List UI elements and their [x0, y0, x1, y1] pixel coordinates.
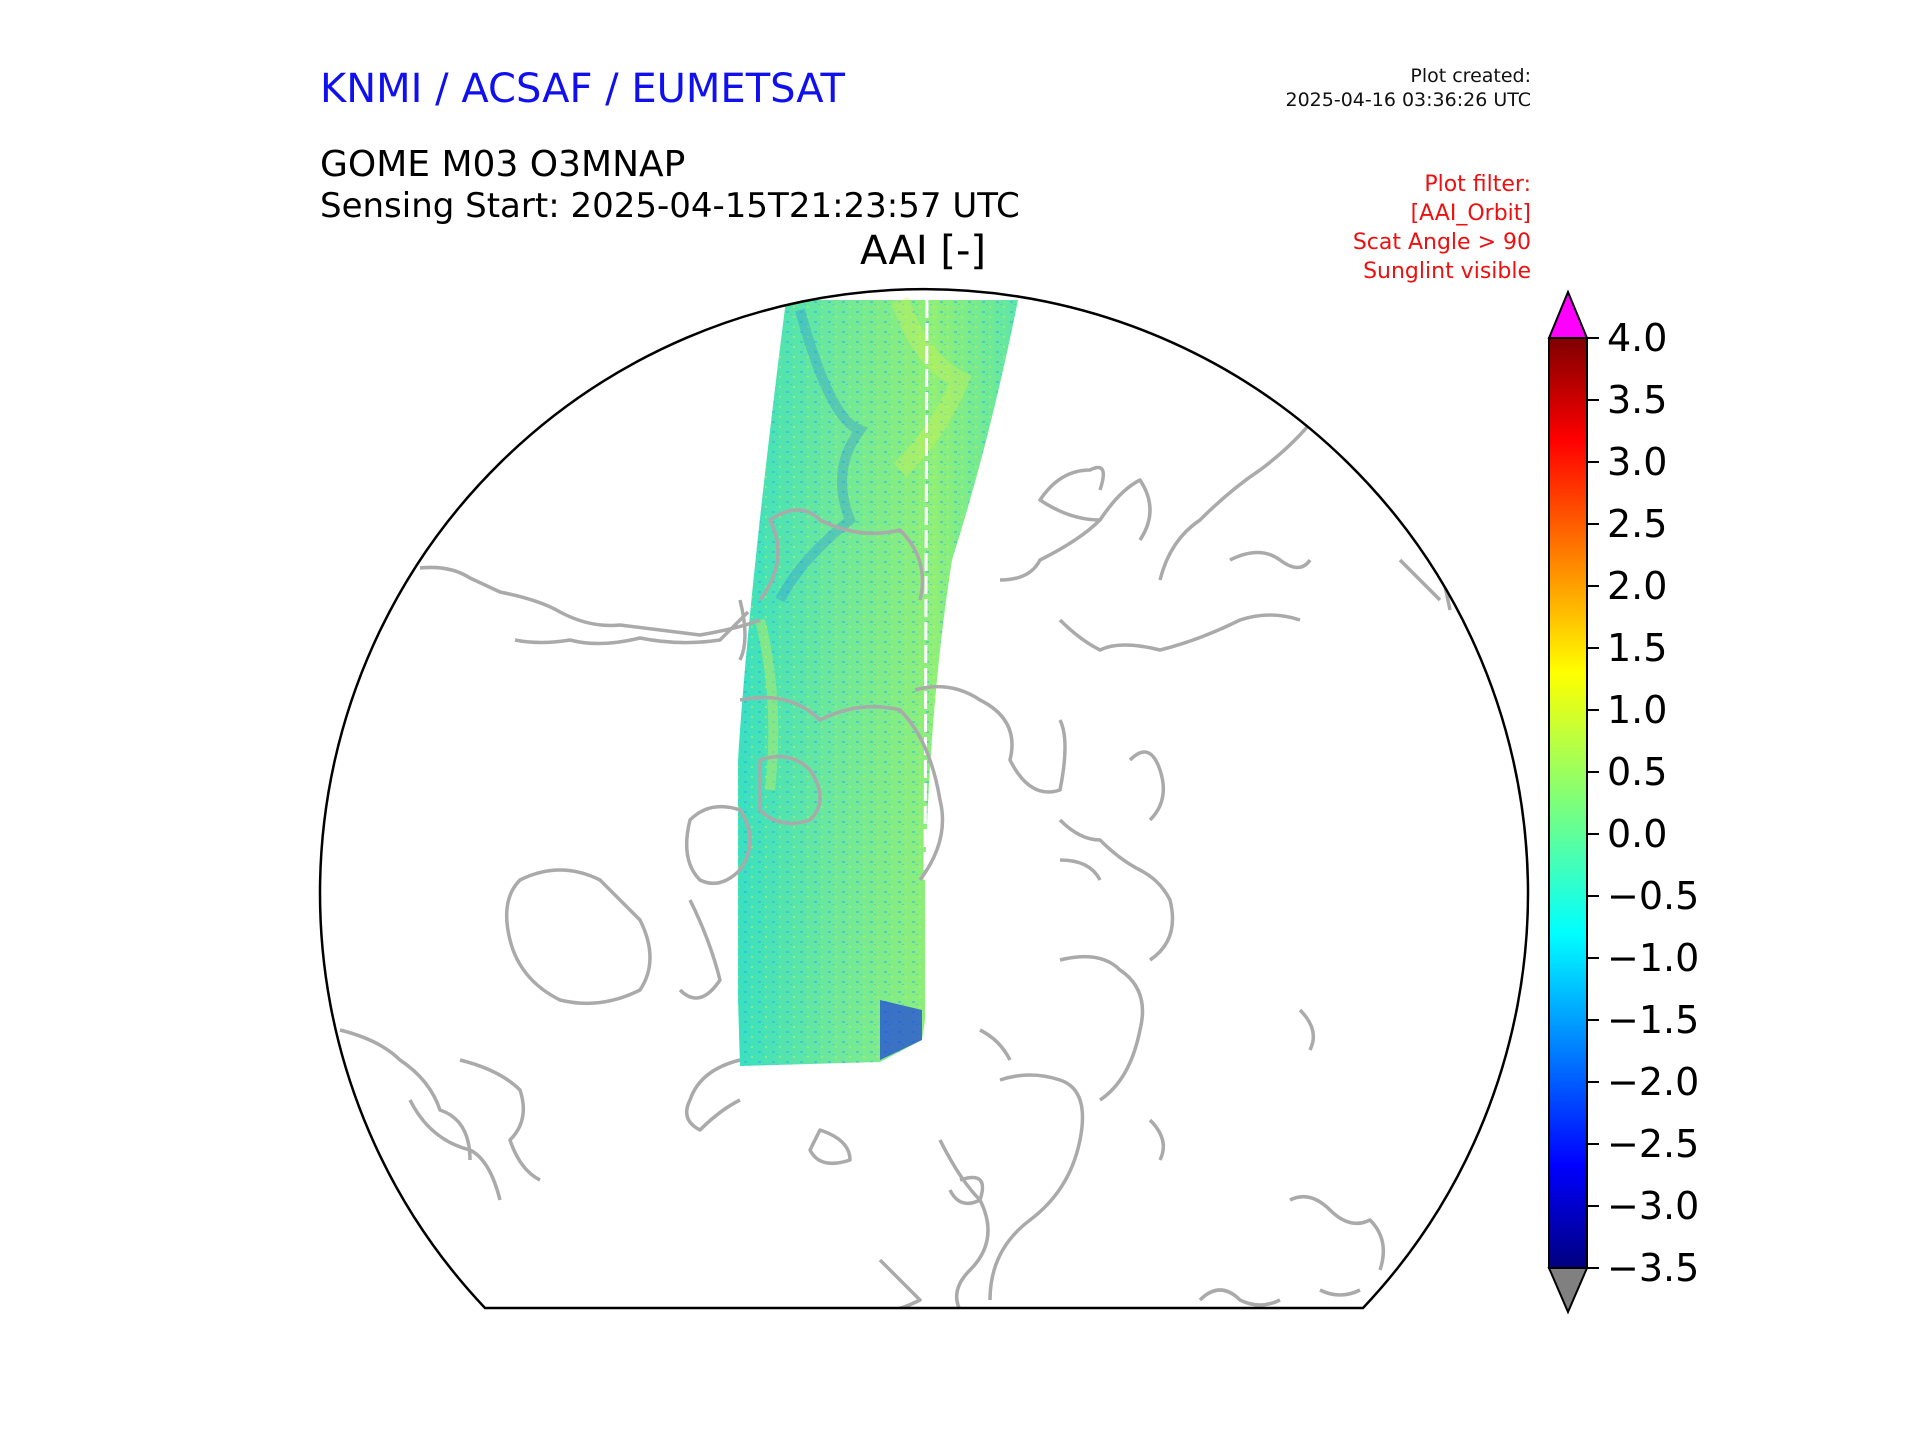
map-boundary — [318, 287, 1530, 1310]
colorbar-tick-label: −1.0 — [1607, 936, 1699, 980]
colorbar-ticks: 4.0 3.5 3.0 2.5 2.0 1.5 1.0 0.5 0.0 −0.5 −1.0 −1.5 −… — [1587, 316, 1699, 1290]
colorbar-over-range — [1547, 289, 1589, 339]
plot-filter-line: [AAI_Orbit] — [1410, 201, 1531, 226]
colorbar-tick-label: 1.0 — [1607, 688, 1667, 732]
plot-created-time: 2025-04-16 03:36:26 UTC — [1285, 89, 1532, 111]
colorbar-tick-label: 4.0 — [1607, 316, 1667, 360]
colorbar-gradient — [1548, 337, 1588, 1269]
plot-filter-title: Plot filter: — [1424, 172, 1531, 197]
plot-filter: Plot filter: [AAI_Orbit] Scat Angle > 90… — [1353, 170, 1531, 286]
plot-created-label: Plot created: — [1410, 65, 1531, 87]
map-area — [339, 297, 1452, 1308]
colorbar-tick-label: 2.0 — [1607, 564, 1667, 608]
coastlines — [339, 408, 1452, 1308]
plot-created: Plot created: 2025-04-16 03:36:26 UTC — [1286, 64, 1532, 112]
plot-filter-line: Scat Angle > 90 — [1352, 230, 1531, 255]
colorbar-tick-label: −2.5 — [1607, 1122, 1699, 1166]
plot-filter-line: Sunglint visible — [1363, 259, 1531, 284]
product-title: GOME M03 O3MNAP — [320, 144, 686, 185]
colorbar-tick-label: −3.0 — [1607, 1184, 1699, 1228]
colorbar: 4.0 3.5 3.0 2.5 2.0 1.5 1.0 0.5 0.0 −0.5 −1.0 −1.5 −… — [1547, 289, 1699, 1315]
colorbar-tick-label: 3.0 — [1607, 440, 1667, 484]
colorbar-under-range — [1547, 1267, 1589, 1315]
variable-title: AAI [-] — [860, 228, 986, 274]
colorbar-tick-label: −2.0 — [1607, 1060, 1699, 1104]
colorbar-tick-label: 2.5 — [1607, 502, 1667, 546]
colorbar-tick-label: −0.5 — [1607, 874, 1699, 918]
aai-swath — [738, 297, 1018, 1066]
colorbar-tick-label: −3.5 — [1607, 1246, 1699, 1290]
sensing-start: Sensing Start: 2025-04-15T21:23:57 UTC — [320, 186, 1020, 226]
colorbar-tick-label: 1.5 — [1607, 626, 1667, 670]
colorbar-tick-label: 0.5 — [1607, 750, 1667, 794]
organization-title: KNMI / ACSAF / EUMETSAT — [320, 66, 845, 112]
colorbar-tick-label: 3.5 — [1607, 378, 1667, 422]
colorbar-tick-label: 0.0 — [1607, 812, 1667, 856]
colorbar-tick-label: −1.5 — [1607, 998, 1699, 1042]
